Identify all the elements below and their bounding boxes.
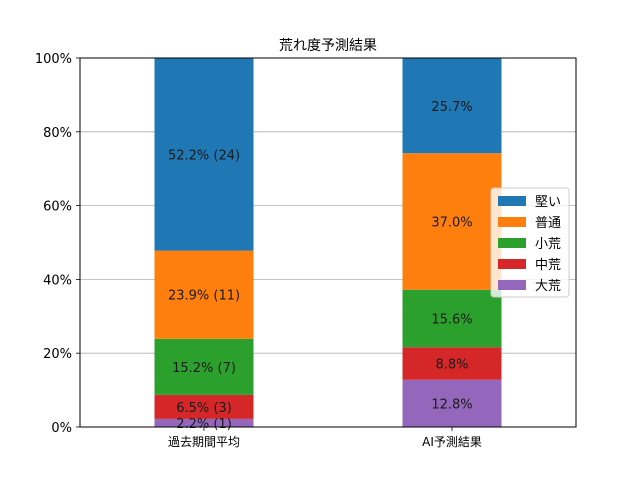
bar-segment bbox=[402, 379, 502, 427]
y-tick-label: 20% bbox=[43, 347, 72, 362]
bar-segment bbox=[402, 289, 502, 348]
bars: 2.2% (1)6.5% (3) 15.2% (7) 23.9% (11) 52.2%… bbox=[154, 58, 502, 432]
legend-swatch bbox=[498, 196, 526, 206]
x-tick-label: AI予測結果 bbox=[422, 435, 482, 449]
data-label: 15.6% bbox=[431, 313, 472, 328]
bar-segment bbox=[402, 347, 502, 380]
data-label: 2.2% (1) bbox=[176, 417, 232, 432]
legend-label: 大荒 bbox=[535, 279, 561, 294]
legend-swatch bbox=[498, 280, 526, 290]
legend-label: 小荒 bbox=[535, 237, 561, 252]
axes: 過去期間平均 AI予測結果 0% 20% 40% 60% 80% 100% bbox=[35, 52, 577, 449]
legend-swatch bbox=[498, 259, 526, 269]
data-label: 8.8% bbox=[435, 358, 468, 373]
data-label: 25.7% bbox=[431, 100, 472, 115]
y-tick-label: 60% bbox=[43, 200, 72, 215]
chart-title: 荒れ度予測結果 bbox=[279, 38, 377, 54]
y-tick-label: 0% bbox=[51, 421, 72, 436]
y-tick-label: 80% bbox=[43, 126, 72, 141]
bar-segment bbox=[154, 58, 254, 251]
bar-segment bbox=[154, 250, 254, 339]
legend-label: 堅い bbox=[535, 195, 561, 210]
legend-box bbox=[490, 187, 570, 298]
bar-segment bbox=[402, 153, 502, 290]
data-label: 15.2% (7) bbox=[172, 361, 236, 376]
y-tick-label: 40% bbox=[43, 273, 72, 288]
legend-swatch bbox=[498, 217, 526, 227]
bar-segment bbox=[154, 338, 254, 395]
legend-label: 中荒 bbox=[535, 258, 561, 273]
data-label: 37.0% bbox=[431, 215, 472, 230]
data-label: 12.8% bbox=[431, 397, 472, 412]
bar-segment bbox=[154, 394, 254, 419]
plot-frame bbox=[79, 57, 577, 428]
legend-label: 普通 bbox=[535, 216, 561, 231]
legend-swatch bbox=[498, 238, 526, 248]
bar-segment bbox=[154, 418, 254, 427]
data-label: 6.5% (3) bbox=[176, 401, 232, 416]
data-label: 23.9% (11) bbox=[168, 289, 240, 304]
y-tick-label: 100% bbox=[35, 52, 72, 67]
x-tick-label: 過去期間平均 bbox=[168, 435, 240, 449]
bar-segment bbox=[402, 58, 502, 154]
data-label: 52.2% (24) bbox=[168, 148, 240, 163]
